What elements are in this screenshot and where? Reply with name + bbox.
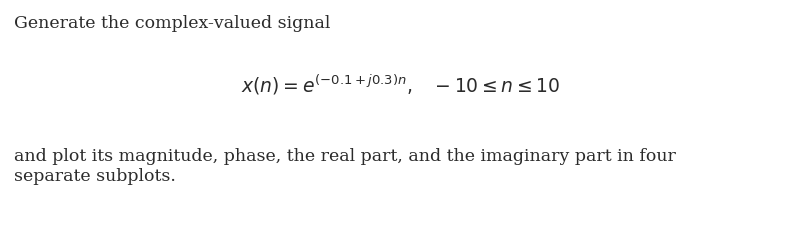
Text: and plot its magnitude, phase, the real part, and the imaginary part in four: and plot its magnitude, phase, the real … (14, 148, 675, 165)
Text: separate subplots.: separate subplots. (14, 168, 176, 185)
Text: Generate the complex-valued signal: Generate the complex-valued signal (14, 15, 330, 32)
Text: $x(n) = e^{(-0.1+j0.3)n},$$\;\;\; -10 \leq n \leq 10$: $x(n) = e^{(-0.1+j0.3)n},$$\;\;\; -10 \l… (241, 73, 560, 97)
